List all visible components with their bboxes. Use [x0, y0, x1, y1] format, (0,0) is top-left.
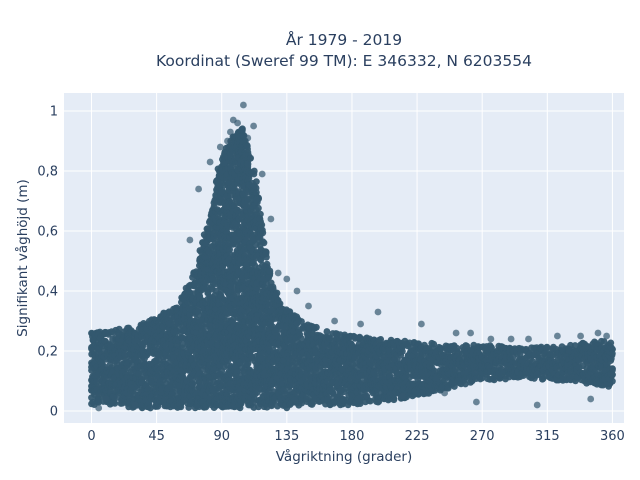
data-point	[121, 350, 129, 358]
data-point	[115, 325, 123, 333]
data-point	[253, 196, 261, 203]
data-point	[247, 154, 255, 162]
data-point	[250, 170, 258, 178]
data-point	[259, 226, 266, 234]
data-point	[260, 239, 268, 247]
data-point	[263, 260, 271, 268]
data-point	[253, 178, 260, 186]
data-point	[226, 246, 234, 254]
data-point	[263, 253, 270, 261]
data-point	[166, 320, 173, 328]
data-point	[109, 399, 117, 407]
data-point	[243, 142, 251, 150]
data-point	[266, 267, 274, 275]
data-point	[255, 204, 262, 212]
data-point	[269, 283, 277, 291]
data-point	[179, 344, 186, 352]
data-point	[323, 328, 331, 335]
data-point	[231, 201, 239, 209]
data-point	[239, 126, 246, 134]
data-points	[88, 101, 616, 412]
data-point	[313, 323, 320, 331]
